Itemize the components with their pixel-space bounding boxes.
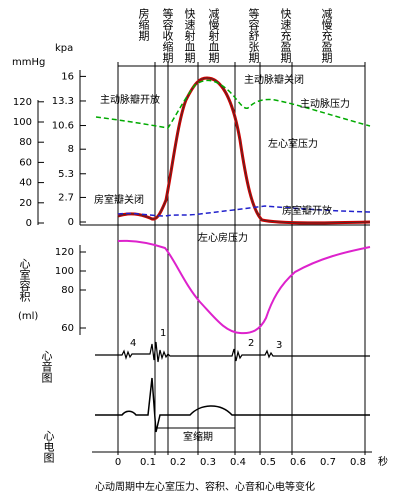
lv-pressure-outline xyxy=(117,77,371,224)
phase-lines xyxy=(117,66,366,455)
heart-sound-number: 1 xyxy=(160,328,166,339)
kpa-tick-label: 8 xyxy=(68,144,74,155)
mmhg-tick-label: 120 xyxy=(13,97,32,108)
time-tick-label: 0.3 xyxy=(200,457,216,468)
volume-tick-label: 100 xyxy=(55,266,74,277)
systole-bracket xyxy=(154,424,236,432)
kpa-tick-label: 16 xyxy=(61,71,74,82)
phase-label: 快速射血期 xyxy=(183,8,196,64)
aortic-pressure-curve xyxy=(95,79,371,129)
curve-label: 房室瓣关闭 xyxy=(94,193,144,206)
time-tick-label: 0.5 xyxy=(260,457,276,468)
mmhg-tick-label: 60 xyxy=(19,157,32,168)
phase-label: 等容舒张期 xyxy=(247,7,260,64)
time-tick-label: 0.7 xyxy=(320,457,336,468)
layout xyxy=(37,62,372,455)
volume-unit: (ml) xyxy=(18,311,38,322)
curve-label: 主动脉压力 xyxy=(300,97,350,110)
curve-label: 左心房压力 xyxy=(198,231,248,244)
mmhg-tick-label: 100 xyxy=(13,117,32,128)
time-tick-label: 0.8 xyxy=(350,457,366,468)
time-unit: 秒 xyxy=(378,455,388,468)
mmhg-tick-label: 40 xyxy=(19,178,32,189)
mmhg-tick-label: 80 xyxy=(19,137,32,148)
systole-label: 室缩期 xyxy=(183,430,213,443)
phase-label: 等容收缩期 xyxy=(161,7,174,64)
kpa-tick-label: 5.3 xyxy=(58,169,74,180)
mmhg-label: mmHg xyxy=(12,57,45,68)
time-tick-label: 0.4 xyxy=(230,457,246,468)
curve-label: 主动脉瓣关闭 xyxy=(244,73,304,86)
volume-curve xyxy=(117,239,371,335)
time-tick-label: 0.1 xyxy=(140,457,156,468)
kpa-tick-label: 2.7 xyxy=(58,192,74,203)
kpa-label: kpa xyxy=(55,43,73,54)
ecg-label: 心电图 xyxy=(42,430,55,464)
pressure-axes xyxy=(37,70,370,226)
phase-label: 房缩期 xyxy=(137,8,150,42)
atrial-pressure-curve xyxy=(117,205,371,217)
kpa-tick-label: 10.6 xyxy=(52,121,74,132)
time-tick-label: 0 xyxy=(115,457,121,468)
time-tick-label: 0.2 xyxy=(170,457,186,468)
volume-tick-label: 80 xyxy=(61,285,74,296)
kpa-tick-label: 0 xyxy=(68,217,74,228)
heart-sound-number: 3 xyxy=(276,340,282,351)
heart-sound-number: 2 xyxy=(248,338,254,349)
curve-label: 主动脉瓣开放 xyxy=(100,93,160,106)
volume-label: 心室容积 xyxy=(18,258,31,303)
heart-sound-number: 4 xyxy=(130,338,136,349)
volume-tick-label: 60 xyxy=(61,323,74,334)
caption: 心动周期中左心室压力、容积、心音和心电等变化 xyxy=(95,480,315,493)
time-tick-label: 0.6 xyxy=(290,457,306,468)
curve-label: 房室瓣开放 xyxy=(282,204,332,217)
ecg-trace xyxy=(95,377,370,433)
volume-tick-label: 120 xyxy=(55,247,74,258)
kpa-tick-label: 13.3 xyxy=(52,96,74,107)
curve-label: 左心室压力 xyxy=(268,137,318,150)
mmhg-tick-label: 0 xyxy=(26,218,32,229)
heart-sound-trace xyxy=(95,341,370,363)
mmhg-tick-label: 20 xyxy=(19,198,32,209)
phase-label: 快速充盈期 xyxy=(279,8,292,64)
heart-sound-label: 心音图 xyxy=(40,350,53,384)
phase-label: 减慢充盈期 xyxy=(320,8,333,64)
phase-bracket xyxy=(117,62,366,70)
phase-label: 减慢射血期 xyxy=(207,8,220,64)
